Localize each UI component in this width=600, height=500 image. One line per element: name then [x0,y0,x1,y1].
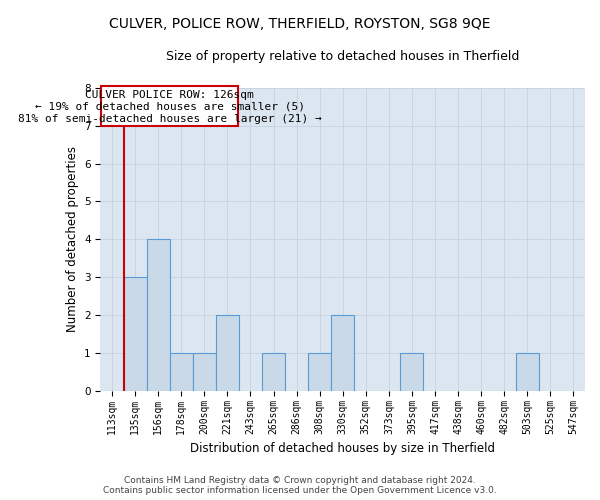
Text: Contains HM Land Registry data © Crown copyright and database right 2024.
Contai: Contains HM Land Registry data © Crown c… [103,476,497,495]
X-axis label: Distribution of detached houses by size in Therfield: Distribution of detached houses by size … [190,442,495,455]
Bar [124,277,146,391]
Text: ← 19% of detached houses are smaller (5): ← 19% of detached houses are smaller (5) [35,102,305,112]
Bar [262,353,285,391]
Bar [193,353,216,391]
Bar [216,315,239,391]
Text: CULVER, POLICE ROW, THERFIELD, ROYSTON, SG8 9QE: CULVER, POLICE ROW, THERFIELD, ROYSTON, … [109,18,491,32]
Bar [170,353,193,391]
Bar [308,353,331,391]
Bar [146,240,170,391]
Bar [331,315,354,391]
Bar [516,353,539,391]
Title: Size of property relative to detached houses in Therfield: Size of property relative to detached ho… [166,50,520,63]
Text: CULVER POLICE ROW: 126sqm: CULVER POLICE ROW: 126sqm [85,90,254,100]
Text: 81% of semi-detached houses are larger (21) →: 81% of semi-detached houses are larger (… [18,114,322,124]
FancyBboxPatch shape [101,86,238,126]
Y-axis label: Number of detached properties: Number of detached properties [65,146,79,332]
Bar [400,353,424,391]
